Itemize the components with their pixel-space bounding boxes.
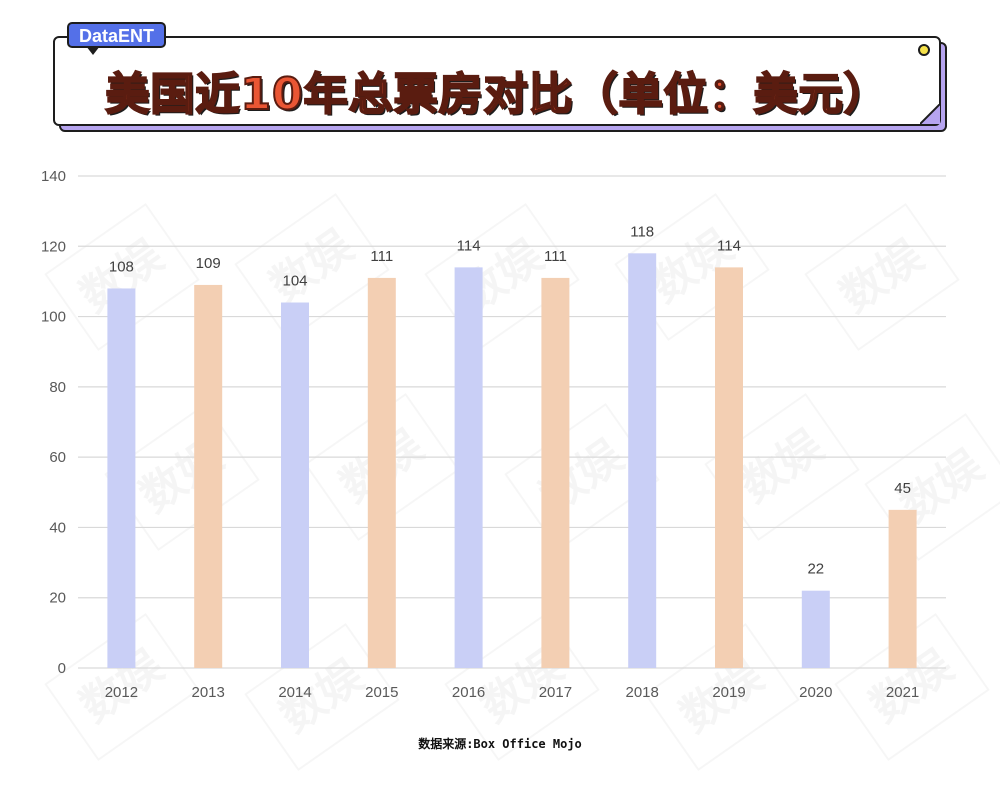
x-tick-label: 2018 xyxy=(626,684,659,701)
bar xyxy=(801,590,830,668)
y-tick-label: 60 xyxy=(49,449,66,466)
page-title: 美国近10年总票房对比（单位：美元） xyxy=(104,68,889,121)
x-tick-label: 2020 xyxy=(799,684,832,701)
title-card: 美国近10年总票房对比（单位：美元） xyxy=(53,36,941,126)
bar xyxy=(281,302,309,668)
data-label: 45 xyxy=(894,480,911,497)
y-tick-label: 20 xyxy=(49,590,66,607)
data-label: 108 xyxy=(109,258,134,275)
x-tick-label: 2014 xyxy=(278,684,311,701)
source-note: 数据来源:Box Office Mojo xyxy=(418,737,582,751)
data-label: 111 xyxy=(370,248,393,265)
data-label: 118 xyxy=(630,223,654,240)
data-label: 109 xyxy=(196,255,221,272)
y-tick-label: 140 xyxy=(41,168,66,185)
bar xyxy=(715,267,743,668)
folded-corner-icon xyxy=(920,104,940,124)
x-tick-label: 2021 xyxy=(886,684,919,701)
y-tick-label: 120 xyxy=(41,238,66,255)
data-label: 114 xyxy=(457,237,481,254)
data-label: 111 xyxy=(544,248,567,265)
bar xyxy=(454,267,483,668)
bar xyxy=(107,288,136,668)
x-tick-label: 2012 xyxy=(105,684,138,701)
x-tick-label: 2017 xyxy=(539,684,572,701)
x-tick-label: 2013 xyxy=(192,684,225,701)
y-tick-label: 100 xyxy=(41,309,66,326)
x-tick-label: 2015 xyxy=(365,684,398,701)
bar xyxy=(541,277,570,668)
bar xyxy=(367,277,396,668)
x-tick-label: 2019 xyxy=(712,684,745,701)
bar xyxy=(194,284,223,668)
tag-pointer xyxy=(86,46,100,55)
data-label: 104 xyxy=(282,273,307,290)
y-tick-label: 0 xyxy=(58,660,66,677)
y-tick-label: 40 xyxy=(49,519,66,536)
data-label: 22 xyxy=(807,561,824,578)
bar xyxy=(888,509,917,668)
decorative-dot-icon xyxy=(918,44,930,56)
brand-tag: DataENT xyxy=(67,22,167,48)
data-label: 114 xyxy=(717,237,741,254)
y-tick-label: 80 xyxy=(49,379,66,396)
bar xyxy=(628,253,657,669)
x-tick-label: 2016 xyxy=(452,684,485,701)
